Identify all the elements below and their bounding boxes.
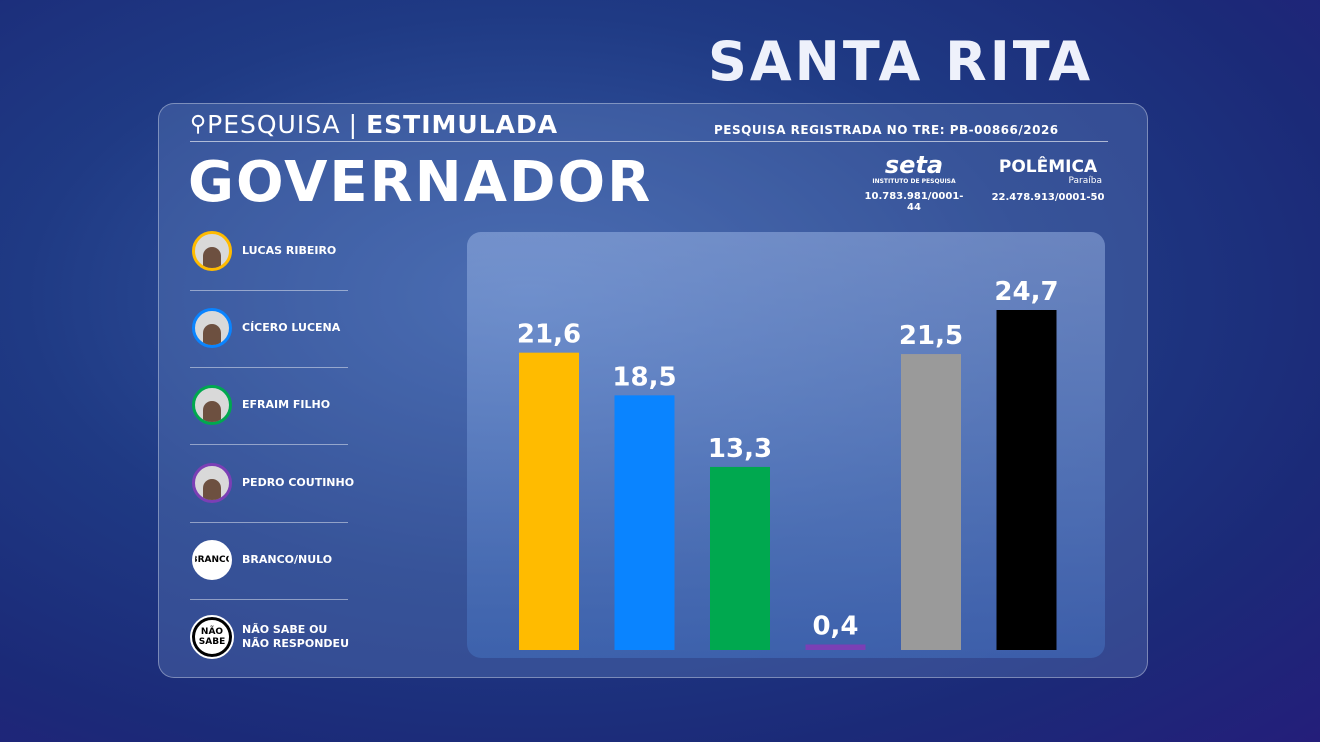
avatar [192, 385, 232, 426]
avatar [192, 231, 232, 271]
divider: | [348, 110, 359, 139]
legend-label: PEDRO COUTINHO [242, 475, 355, 489]
logo-name: seta [884, 151, 944, 179]
legend-separator [190, 367, 348, 369]
bar [805, 644, 866, 650]
legend-separator [190, 521, 348, 523]
legend-label: BRANCO/NULO [242, 552, 333, 566]
survey-line: ⚲ PESQUISA | ESTIMULADA [190, 110, 558, 139]
avatar: NÃO SABE [190, 615, 234, 659]
avatar-figure [203, 324, 221, 346]
avatar [192, 462, 232, 503]
search-icon: ⚲ [190, 112, 208, 137]
logo-name: POLÊMICA [998, 157, 1098, 177]
legend-separator [190, 444, 348, 446]
logo-polemica: POLÊMICA Paraíba 22.478.913/0001-50 [988, 158, 1108, 203]
logo-id: 22.478.913/0001-50 [991, 192, 1105, 203]
value-label: 18,5 [612, 362, 676, 392]
bar [901, 354, 961, 650]
registration: PESQUISA REGISTRADA NO TRE: PB-00866/202… [714, 123, 1059, 137]
survey-label: PESQUISA [207, 110, 341, 139]
avatar-figure [203, 247, 221, 268]
value-label: 21,5 [899, 321, 963, 351]
city-title: SANTA RITA [708, 30, 1094, 93]
value-label: 21,6 [517, 320, 581, 350]
value-label: 24,7 [994, 277, 1058, 307]
legend-label: LUCAS RIBEIRO [242, 244, 337, 257]
avatar: BRANCO [192, 539, 232, 580]
legend-label: EFRAIM FILHO [242, 398, 331, 412]
bar [614, 395, 675, 650]
header-rule [190, 141, 1108, 142]
logo-seta: seta INSTITUTO DE PESQUISA 10.783.981/00… [864, 152, 964, 213]
value-label: 13,3 [708, 434, 772, 464]
logo-subtitle: Paraíba [1068, 176, 1102, 186]
bar [519, 352, 579, 650]
avatar [192, 308, 232, 349]
office-title: GOVERNADOR [188, 150, 653, 215]
legend-label: NÃO SABE OU NÃO RESPONDEU [242, 623, 350, 650]
avatar-figure [203, 478, 221, 500]
bar [996, 310, 1057, 650]
legend-separator [190, 290, 348, 291]
legend-separator [190, 598, 348, 600]
bar [710, 466, 770, 650]
legend-label: CÍCERO LUCENA [242, 321, 341, 335]
survey-kind: ESTIMULADA [366, 110, 559, 139]
avatar-figure [203, 401, 221, 423]
value-label: 0,4 [812, 611, 858, 641]
logo-id: 10.783.981/0001-44 [864, 191, 964, 213]
logo-subtitle: INSTITUTO DE PESQUISA [872, 178, 956, 185]
